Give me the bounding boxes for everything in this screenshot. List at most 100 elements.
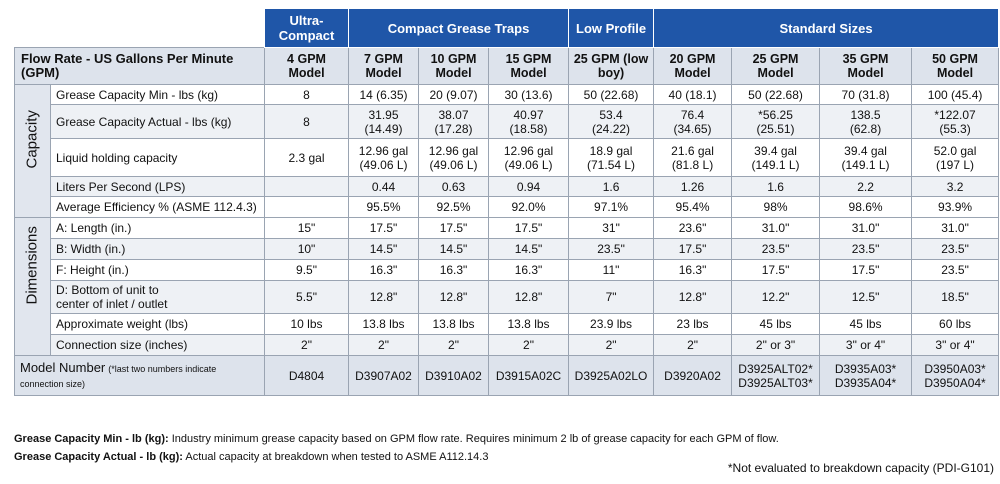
table-cell-line: 39.4 gal xyxy=(844,143,887,158)
row-label: Grease Capacity Actual - lbs (kg) xyxy=(50,104,265,139)
table-cell: 70 (31.8) xyxy=(819,84,913,105)
table-row: Grease Capacity Actual - lbs (kg) 8 31.95(… xyxy=(15,104,1000,139)
table-cell-line: (197 L) xyxy=(936,157,975,172)
table-cell-line: 31.95 xyxy=(368,107,399,122)
table-cell: 3" or 4" xyxy=(819,334,913,356)
row-label: Average Efficiency % (ASME 112.4.3) xyxy=(50,196,265,218)
row-label: Liquid holding capacity xyxy=(50,138,265,177)
table-row: B: Width (in.) 10" 14.5" 14.5" 14.5" 23.5" 17.… xyxy=(15,238,1000,260)
model-number-cell: D3915A02C xyxy=(487,355,570,396)
table-cell: 9.5" xyxy=(264,259,349,281)
table-cell: 14.5" xyxy=(487,238,570,260)
model-number-title: Model Number xyxy=(20,359,106,375)
table-cell: 2" xyxy=(568,334,655,356)
table-cell-line: (81.8 L) xyxy=(671,157,714,172)
table-cell: 8 xyxy=(264,84,349,105)
table-cell-line: (14.49) xyxy=(364,121,403,136)
table-cell: 12.2" xyxy=(731,280,821,314)
table-cell: 12.5" xyxy=(819,280,913,314)
table-cell: 2.3 gal xyxy=(264,138,349,177)
table-cell: 12.96 gal (49.06 L) xyxy=(487,138,570,177)
table-cell: 0.94 xyxy=(487,176,570,197)
table-row: Approximate weight (lbs) 10 lbs 13.8 lbs 13… xyxy=(15,313,1000,335)
row-label-line: center of inlet / outlet xyxy=(56,297,168,311)
table-cell-line: *122.07 xyxy=(934,107,976,122)
section-dimensions: Dimensions xyxy=(14,217,51,356)
section-dimensions-label: Dimensions xyxy=(23,225,41,304)
table-cell-line: (62.8) xyxy=(849,121,882,136)
blank-corner xyxy=(14,8,265,48)
table-cell-line: 39.4 gal xyxy=(754,143,797,158)
table-cell: 31" xyxy=(568,217,655,239)
model-number-cell-line: D3925ALT02* xyxy=(738,361,813,376)
table-cell: 16.3" xyxy=(653,259,733,281)
model-number-note: (*last two numbers indicate connection s… xyxy=(20,363,217,389)
model-header: 50 GPM Model xyxy=(911,47,1000,85)
table-row: Liters Per Second (LPS) 0.44 0.63 0.94 1.6 1.… xyxy=(15,176,1000,197)
table-cell: 98.6% xyxy=(819,196,913,218)
table-cell: 12.8" xyxy=(418,280,489,314)
table-cell: 16.3" xyxy=(348,259,419,281)
table-cell: 38.07 (17.28) xyxy=(418,104,489,139)
table-cell-line: 40.97 xyxy=(513,107,544,122)
table-cell-line: 138.5 xyxy=(850,107,881,122)
table-cell: 17.5" xyxy=(731,259,821,281)
table-cell-line: 76.4 xyxy=(680,107,705,122)
table-cell: 16.3" xyxy=(487,259,570,281)
table-cell: 50 (22.68) xyxy=(731,84,821,105)
table-cell: 12.8" xyxy=(348,280,419,314)
row-label: A: Length (in.) xyxy=(50,217,265,239)
table-cell: 2" or 3" xyxy=(731,334,821,356)
section-capacity: Capacity xyxy=(14,84,51,218)
table-cell-line: (149.1 L) xyxy=(841,157,890,172)
table-cell: 16.3" xyxy=(418,259,489,281)
table-cell: 12.96 gal (49.06 L) xyxy=(348,138,419,177)
model-number-cell-line: D3935A03* xyxy=(834,361,897,376)
model-number-label: Model Number (*last two numbers indicate … xyxy=(14,355,265,396)
table-cell: 17.5" xyxy=(348,217,419,239)
model-header: 25 GPM (low boy) xyxy=(568,47,655,85)
table-cell: 138.5 (62.8) xyxy=(819,104,913,139)
table-cell: 30 (13.6) xyxy=(487,84,570,105)
table-cell: 2" xyxy=(653,334,733,356)
row-label-line: D: Bottom of unit to xyxy=(56,283,159,297)
table-cell: 7" xyxy=(568,280,655,314)
table-cell: 45 lbs xyxy=(819,313,913,335)
table-cell: 100 (45.4) xyxy=(911,84,1000,105)
table-cell: 1.6 xyxy=(568,176,655,197)
flow-rate-label: Flow Rate - US Gallons Per Minute (GPM) xyxy=(14,47,265,85)
table-cell: 23 lbs xyxy=(653,313,733,335)
table-cell: 98% xyxy=(731,196,821,218)
table-cell: 15" xyxy=(264,217,349,239)
note-min-term: Grease Capacity Min - lb (kg): xyxy=(14,433,169,445)
table-cell: 20 (9.07) xyxy=(418,84,489,105)
table-cell: 1.26 xyxy=(653,176,733,197)
table-cell-line: 21.6 gal xyxy=(671,143,714,158)
row-label: B: Width (in.) xyxy=(50,238,265,260)
table-cell: 10 lbs xyxy=(264,313,349,335)
table-cell: 10" xyxy=(264,238,349,260)
row-label: D: Bottom of unit to center of inlet / ou… xyxy=(50,280,265,314)
table-cell: 2" xyxy=(487,334,570,356)
table-cell-line: (49.06 L) xyxy=(359,157,408,172)
section-capacity-label: Capacity xyxy=(23,110,41,169)
table-cell xyxy=(264,196,349,218)
table-cell-line: (25.51) xyxy=(756,121,795,136)
group-standard-sizes: Standard Sizes xyxy=(653,8,1000,48)
model-number-cell: D3935A03* D3935A04* xyxy=(819,355,913,396)
table-cell: 92.5% xyxy=(418,196,489,218)
model-number-cell-line: D3935A04* xyxy=(834,375,897,390)
table-cell: 92.0% xyxy=(487,196,570,218)
table-cell-line: (17.28) xyxy=(434,121,473,136)
table-cell: 12.96 gal (49.06 L) xyxy=(418,138,489,177)
table-cell: 17.5" xyxy=(487,217,570,239)
table-cell: 23.5" xyxy=(911,259,1000,281)
table-cell-line: (71.54 L) xyxy=(587,157,636,172)
model-number-cell-line: D3950A04* xyxy=(924,375,986,390)
table-cell: 40.97 (18.58) xyxy=(487,104,570,139)
table-row: Connection size (inches) 2" 2" 2" 2" 2" 2" 2" o… xyxy=(15,334,1000,356)
table-cell-line: *56.25 xyxy=(758,107,793,122)
table-cell-line: 53.4 xyxy=(599,107,623,122)
table-row: Liquid holding capacity 2.3 gal 12.96 gal(… xyxy=(15,138,1000,177)
table-cell: 13.8 lbs xyxy=(487,313,570,335)
